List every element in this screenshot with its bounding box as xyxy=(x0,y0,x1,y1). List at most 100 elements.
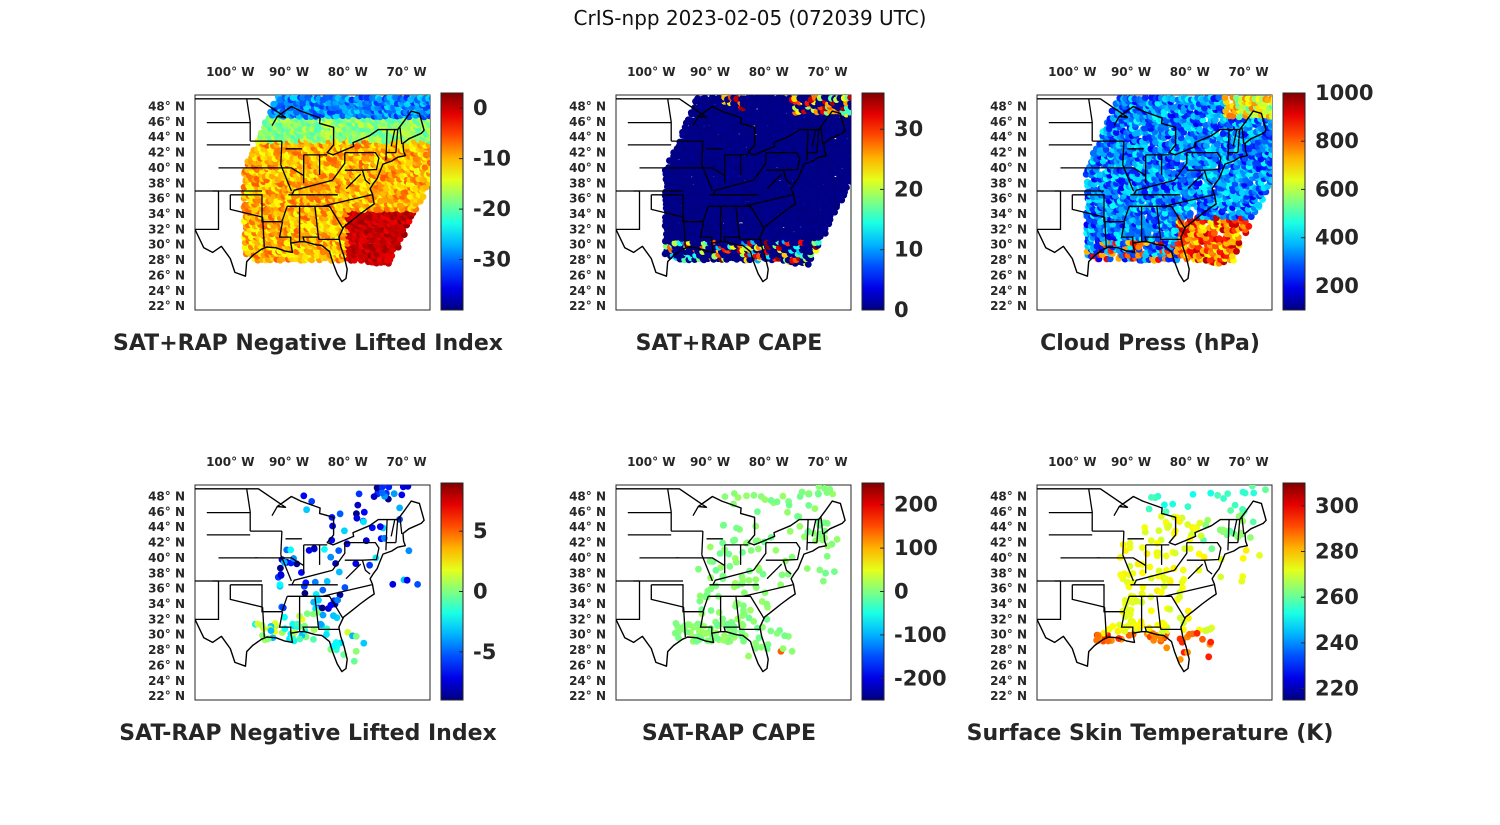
data-point xyxy=(428,95,430,102)
state-border xyxy=(385,129,388,161)
data-point xyxy=(847,95,851,101)
lat-tick-label: 22° N xyxy=(569,299,606,313)
state-border xyxy=(317,236,339,241)
data-point xyxy=(412,184,419,192)
colorbar-tick-label: 0 xyxy=(894,298,909,322)
state-border xyxy=(291,179,333,196)
data-point xyxy=(804,261,812,268)
state-border xyxy=(361,170,371,185)
lat-tick-label: 40° N xyxy=(569,161,606,175)
panel-sat-rap-lifted-index: 100° W 90° W 80° W 70° W 48° N 46° N 44° N 42° … xyxy=(85,55,585,415)
state-border xyxy=(261,194,283,223)
lat-tick-label: 42° N xyxy=(569,146,606,160)
lat-tick-label: 48° N xyxy=(148,100,185,114)
data-point xyxy=(421,164,429,171)
state-border xyxy=(246,98,251,142)
lon-tick-label: 100° W xyxy=(627,65,675,79)
panel-title: SAT+RAP CAPE xyxy=(635,331,823,356)
lat-tick-label: 30° N xyxy=(148,238,185,252)
data-point xyxy=(850,98,851,101)
data-point xyxy=(419,193,427,201)
data-point xyxy=(426,159,430,167)
data-point xyxy=(1233,247,1240,255)
lat-tick-label: 24° N xyxy=(569,284,606,298)
data-point xyxy=(846,164,851,171)
lon-tick-label: 80° W xyxy=(328,65,368,79)
lat-tick-label: 34° N xyxy=(569,207,606,221)
data-point xyxy=(386,95,394,101)
data-point xyxy=(694,230,702,238)
data-point xyxy=(671,219,679,226)
lat-tick-label: 42° N xyxy=(148,146,185,160)
data-point xyxy=(1215,235,1223,243)
colorbar-tick-label: -30 xyxy=(473,248,511,272)
data-point xyxy=(425,95,430,102)
state-border xyxy=(331,152,346,181)
colorbar-tick-label: -10 xyxy=(473,147,511,171)
panel-title: SAT+RAP Negative Lifted Index xyxy=(113,331,503,356)
colorbar-tick-label: -20 xyxy=(473,197,511,221)
state-border xyxy=(254,167,305,177)
lon-tick-label: 80° W xyxy=(749,65,789,79)
colorbar-tick-label: 30 xyxy=(894,117,923,141)
lat-tick-label: 44° N xyxy=(569,130,606,144)
data-point xyxy=(270,100,278,108)
data-point xyxy=(292,121,300,129)
data-point xyxy=(1187,210,1194,217)
figure-title: CrIS-npp 2023-02-05 (072039 UTC) xyxy=(573,6,927,30)
lat-tick-label: 32° N xyxy=(148,222,185,236)
data-point xyxy=(848,176,851,184)
lat-tick-label: 44° N xyxy=(148,130,185,144)
state-border xyxy=(280,164,293,192)
lat-tick-label: 34° N xyxy=(148,207,185,221)
lon-tick-label: 90° W xyxy=(690,65,730,79)
state-border xyxy=(195,191,220,231)
data-point xyxy=(847,155,851,163)
data-point xyxy=(428,100,430,106)
panel-sat-rap-cape: 100° W 90° W 80° W 70° W 48° N 46° N 44° N 42° … xyxy=(506,55,1006,415)
state-border xyxy=(344,151,380,171)
data-point xyxy=(292,155,300,163)
state-border xyxy=(345,173,362,190)
lat-tick-label: 32° N xyxy=(569,222,606,236)
state-border xyxy=(229,194,263,218)
state-border xyxy=(322,194,372,207)
lat-tick-label: 24° N xyxy=(148,284,185,298)
lat-tick-label: 38° N xyxy=(569,176,606,190)
state-border xyxy=(399,127,403,145)
map-sat-rap-cape: 100° W 90° W 80° W 70° W48° N46° N44° N42° … xyxy=(569,65,923,322)
panel-cloud-pressure: 100° W 90° W 80° W 70° W 48° N 46° N 44° N 42° … xyxy=(927,55,1427,415)
state-border xyxy=(271,116,278,127)
lat-tick-label: 46° N xyxy=(148,115,185,129)
map-sat-rap-lifted-index: 100° W 90° W 80° W 70° W48° N46° N44° N42° … xyxy=(148,65,511,313)
lat-tick-label: 22° N xyxy=(148,299,185,313)
lat-tick-label: 30° N xyxy=(569,238,606,252)
state-border xyxy=(390,129,396,147)
lat-tick-label: 28° N xyxy=(148,253,185,267)
lat-tick-label: 38° N xyxy=(148,176,185,190)
lat-tick-label: 48° N xyxy=(569,100,606,114)
lon-tick-label: 100° W xyxy=(206,65,254,79)
lat-tick-label: 26° N xyxy=(569,268,606,282)
data-point xyxy=(807,248,814,256)
data-point xyxy=(299,95,306,101)
lat-tick-label: 28° N xyxy=(569,253,606,267)
data-point xyxy=(814,238,822,246)
map-cloud-pressure: 100° W 90° W 80° W 70° W48° N46° N44° N42° … xyxy=(990,65,1373,313)
colorbar-tick-label: 10 xyxy=(894,238,923,262)
coastline xyxy=(195,98,425,283)
state-border xyxy=(395,129,399,153)
lat-tick-label: 36° N xyxy=(569,192,606,206)
state-border xyxy=(314,205,344,229)
data-point xyxy=(671,239,679,247)
state-border xyxy=(278,221,292,244)
lat-tick-label: 40° N xyxy=(148,161,185,175)
state-border xyxy=(281,206,288,222)
colorbar xyxy=(440,92,464,311)
data-point xyxy=(1255,201,1263,209)
data-point xyxy=(836,155,844,163)
data-point xyxy=(364,95,371,101)
lat-tick-label: 26° N xyxy=(148,268,185,282)
colorbar-tick-label: 20 xyxy=(894,177,923,201)
lat-tick-label: 36° N xyxy=(148,192,185,206)
